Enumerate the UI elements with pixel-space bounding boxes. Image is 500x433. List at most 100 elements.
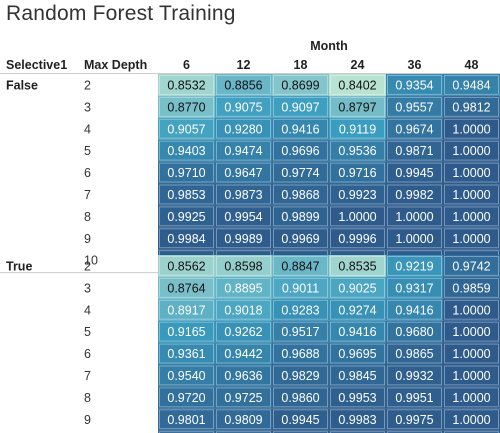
heatmap-cell [443,139,500,162]
heatmap-cell-border [216,96,271,117]
heatmap-cell-value: 0.8797 [338,100,376,114]
heatmap-cell-value: 0.8402 [338,78,376,92]
heatmap-cell-border [159,277,214,298]
heatmap-cell-value: 0.9647 [224,166,262,180]
heatmap-cell-border [159,184,214,205]
heatmap-cell [272,298,329,321]
heatmap-cell-border [387,431,442,433]
column-label-48: 48 [465,58,479,72]
heatmap-cell-border [330,321,385,342]
max-depth-label: 8 [84,391,91,405]
heatmap-cell-value: 0.9317 [395,281,433,295]
heatmap-cell-value: 0.8895 [224,281,262,295]
heatmap-cell-border [273,228,328,249]
heatmap-cell-border [387,277,442,298]
heatmap-cell-value: 0.9636 [224,369,262,383]
heatmap-cell-border [273,206,328,227]
max-depth-label: 7 [84,369,91,383]
heatmap-cell-value: 0.9057 [167,122,205,136]
heatmap-cell-value: 0.9484 [452,78,490,92]
heatmap-cell-border [387,321,442,342]
heatmap-cell [329,227,386,250]
heatmap-cell-border [387,409,442,430]
heatmap-cell-value: 0.9018 [224,303,262,317]
heatmap-cell [272,276,329,299]
heatmap-cell-border [330,409,385,430]
heatmap-cell [386,276,443,299]
heatmap-cell-value: 1.0000 [452,166,490,180]
heatmap-cell [386,386,443,409]
heatmap-cell [272,364,329,387]
heatmap-cell [272,205,329,228]
heatmap-cell [329,364,386,387]
heatmap-cell-border [330,365,385,386]
heatmap-cell [215,95,272,118]
heatmap-cell-border [159,96,214,117]
heatmap-cell [329,139,386,162]
max-depth-label: 7 [84,188,91,202]
heatmap-cell-value: 0.9517 [281,325,319,339]
heatmap-cell-value: 1.0000 [452,122,490,136]
heatmap-cell-value: 0.9945 [281,413,319,427]
heatmap-cell-border [444,321,499,342]
heatmap-cell-border [444,118,499,139]
heatmap-cell [272,408,329,431]
heatmap-cell-border [387,256,442,276]
heatmap-cell-value: 0.9442 [224,347,262,361]
heatmap-cell-value: 0.8770 [167,100,205,114]
heatmap-cell [329,161,386,184]
heatmap-cell-value: 0.9801 [167,413,205,427]
heatmap-cell-value: 0.9416 [395,303,433,317]
heatmap-cell-value: 0.9865 [395,347,433,361]
heatmap-cell-border [216,256,271,276]
heatmap-cell-border [387,75,442,95]
heatmap-cell [158,74,215,96]
heatmap-cell [386,320,443,343]
heatmap-cell-border [159,206,214,227]
heatmap-cell [215,342,272,365]
heatmap-cell [272,139,329,162]
heatmap-cell [215,161,272,184]
heatmap-cell-value: 1.0000 [452,303,490,317]
heatmap-cell [272,386,329,409]
heatmap-cell-value: 0.8847 [281,259,319,273]
heatmap-cell-border [273,75,328,95]
heatmap-cell-value: 0.9280 [224,122,262,136]
heatmap-cell-value: 0.9696 [281,144,319,158]
heatmap-cell [443,205,500,228]
heatmap-cell [386,139,443,162]
heatmap-cell-border [387,299,442,320]
heatmap-cell-border [444,75,499,95]
heatmap-cell [272,227,329,250]
heatmap-cell [272,117,329,140]
heatmap-cell [158,342,215,365]
heatmap-cell-border [159,431,214,433]
heatmap-cell [386,364,443,387]
heatmap-cell-border [159,228,214,249]
heatmap-cell [386,298,443,321]
heatmap-cell-border [159,140,214,161]
heatmap-cell [443,255,500,277]
heatmap-cell-value: 0.9982 [395,188,433,202]
heatmap-cell-border [387,228,442,249]
heatmap-cell-value: 0.9416 [338,325,376,339]
heatmap-cell [272,342,329,365]
heatmap-cell-value: 0.9932 [395,369,433,383]
heatmap-cell-border [330,228,385,249]
heatmap-cell-value: 1.0000 [395,210,433,224]
max-depth-label: 5 [84,144,91,158]
heatmap-cell-value: 0.9695 [338,347,376,361]
heatmap-cell [272,95,329,118]
heatmap-cell-border [273,256,328,276]
heatmap-cell [158,161,215,184]
heatmap-cell-value: 0.9984 [167,232,205,246]
heatmap-cell-border [159,343,214,364]
heatmap-cell-value: 0.9674 [395,122,433,136]
heatmap-cell-value: 0.9716 [338,166,376,180]
heatmap-cell-value: 0.9680 [395,325,433,339]
heatmap-cell-border [216,118,271,139]
heatmap-cell-value: 0.9283 [281,303,319,317]
column-group-header: Month [310,39,347,53]
max-depth-label: 2 [84,78,91,92]
